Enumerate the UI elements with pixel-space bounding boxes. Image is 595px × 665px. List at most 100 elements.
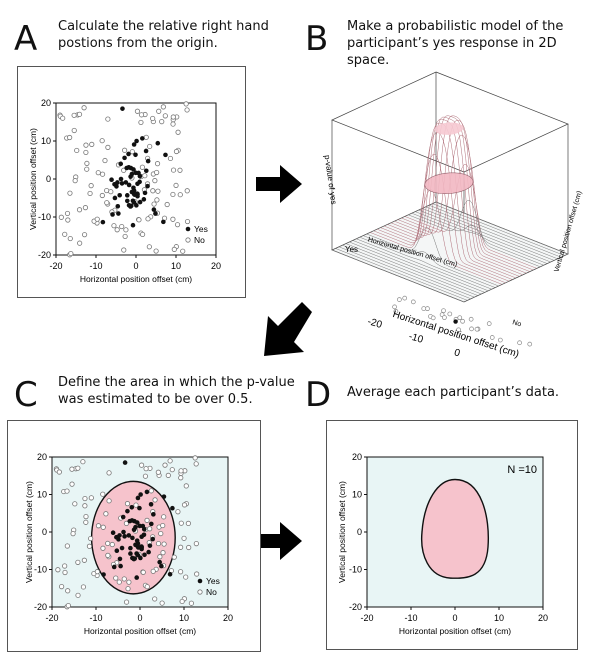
yes-marker (137, 523, 142, 529)
yes-marker (130, 535, 135, 541)
yes-marker (109, 177, 114, 183)
panel-letter-d: D (305, 375, 332, 415)
no-marker (397, 297, 402, 302)
no-marker (160, 104, 166, 110)
panel-caption-b: Make a probabilistic model of the partic… (347, 18, 595, 69)
no-marker (178, 468, 184, 474)
no-marker (169, 467, 175, 473)
legend-no-marker (197, 589, 203, 595)
no-marker (72, 178, 78, 184)
yes-marker (137, 179, 142, 185)
yes-marker (126, 182, 132, 188)
n-label: N =10 (507, 464, 537, 476)
no-marker (154, 169, 160, 176)
no-marker (64, 210, 71, 217)
no-marker (99, 192, 105, 199)
no-marker (100, 524, 106, 530)
no-marker (86, 543, 93, 549)
legend-yes-marker (197, 578, 203, 584)
no-marker (150, 188, 156, 194)
caption-c-line2: was estimated to be over 0.5. (58, 392, 253, 407)
x-tick-label: 10 (494, 613, 504, 623)
x-tick-label: -20 (360, 613, 373, 623)
yes-marker (126, 151, 131, 157)
yes-marker (118, 161, 124, 167)
no-marker (173, 148, 180, 155)
no-marker (180, 248, 186, 254)
yes-marker (117, 533, 122, 538)
no-marker (170, 167, 177, 173)
no-marker (153, 248, 159, 254)
x-tick-label: 0 (137, 613, 142, 623)
no-marker (193, 461, 199, 467)
yes-marker (148, 502, 154, 507)
no-marker (81, 557, 87, 563)
arrow-right-bottom (256, 522, 302, 560)
caption-b-line2: participant’s yes response in 2D space. (347, 36, 557, 68)
no-marker (167, 458, 173, 464)
no-marker (65, 217, 71, 223)
no-marker (77, 240, 83, 246)
no-marker (75, 559, 81, 565)
no-marker (95, 170, 101, 176)
no-marker (170, 191, 176, 198)
yes-marker (139, 544, 144, 549)
no-marker (457, 315, 463, 321)
no-marker (148, 488, 154, 494)
x-tick-label: 0 (453, 347, 462, 359)
no-marker (94, 216, 100, 222)
no-marker (474, 326, 480, 332)
no-marker (142, 473, 149, 479)
yes-marker (118, 176, 124, 182)
no-marker (100, 545, 106, 551)
no-marker (133, 502, 139, 508)
y-axis-label: Vertical position offset (cm) (28, 128, 38, 230)
no-marker (183, 101, 189, 107)
panel-b-figure: p-value of yes Yes Horizontal position off… (300, 62, 592, 390)
no-marker (71, 112, 77, 118)
yes-marker (142, 552, 147, 558)
panel-d-frame: -20 -10 0 10 20 20 10 0 -10 -20 Horizontal positio… (326, 420, 578, 650)
no-marker (430, 315, 436, 321)
y-tick-label: 0 (357, 527, 362, 537)
no-marker (174, 222, 181, 228)
no-marker (173, 182, 179, 189)
yes-marker (117, 192, 122, 198)
yes-marker (120, 106, 125, 111)
yes-marker (149, 521, 154, 527)
no-marker (442, 315, 447, 320)
y-tick-label: -10 (349, 565, 362, 575)
no-marker (150, 115, 156, 122)
yes-marker (131, 142, 137, 147)
surface-mesh-line (342, 244, 475, 298)
yes-marker (151, 512, 156, 517)
surface-mesh-line (394, 115, 527, 274)
surface-mesh-line (425, 206, 558, 260)
surface-mesh-line (345, 243, 478, 296)
scatter-plot-c: -20 -10 0 10 20 20 10 0 -10 -20 Horizontal positio… (24, 452, 233, 636)
yes-marker (117, 556, 123, 562)
no-marker (175, 509, 181, 515)
no-marker (155, 188, 161, 194)
yes-marker (114, 184, 119, 189)
no-marker (76, 111, 83, 117)
no-marker (170, 121, 176, 127)
no-marker (72, 501, 78, 507)
yes-marker (143, 148, 149, 154)
no-marker (103, 511, 109, 517)
surface-mesh-line (432, 203, 565, 256)
no-marker (159, 119, 165, 125)
no-marker (147, 526, 153, 532)
no-marker (81, 232, 88, 238)
no-marker (143, 134, 149, 140)
no-marker (82, 205, 89, 211)
no-marker (102, 157, 108, 164)
x-axis-label: Horizontal position offset (cm) (80, 274, 192, 284)
no-marker (151, 201, 157, 207)
yes-marker (100, 219, 106, 225)
surface-mesh-line (349, 241, 482, 295)
no-marker (104, 200, 110, 206)
yes-marker (170, 505, 175, 511)
yes-marker (150, 536, 155, 542)
y-tick-label: -20 (349, 602, 362, 612)
